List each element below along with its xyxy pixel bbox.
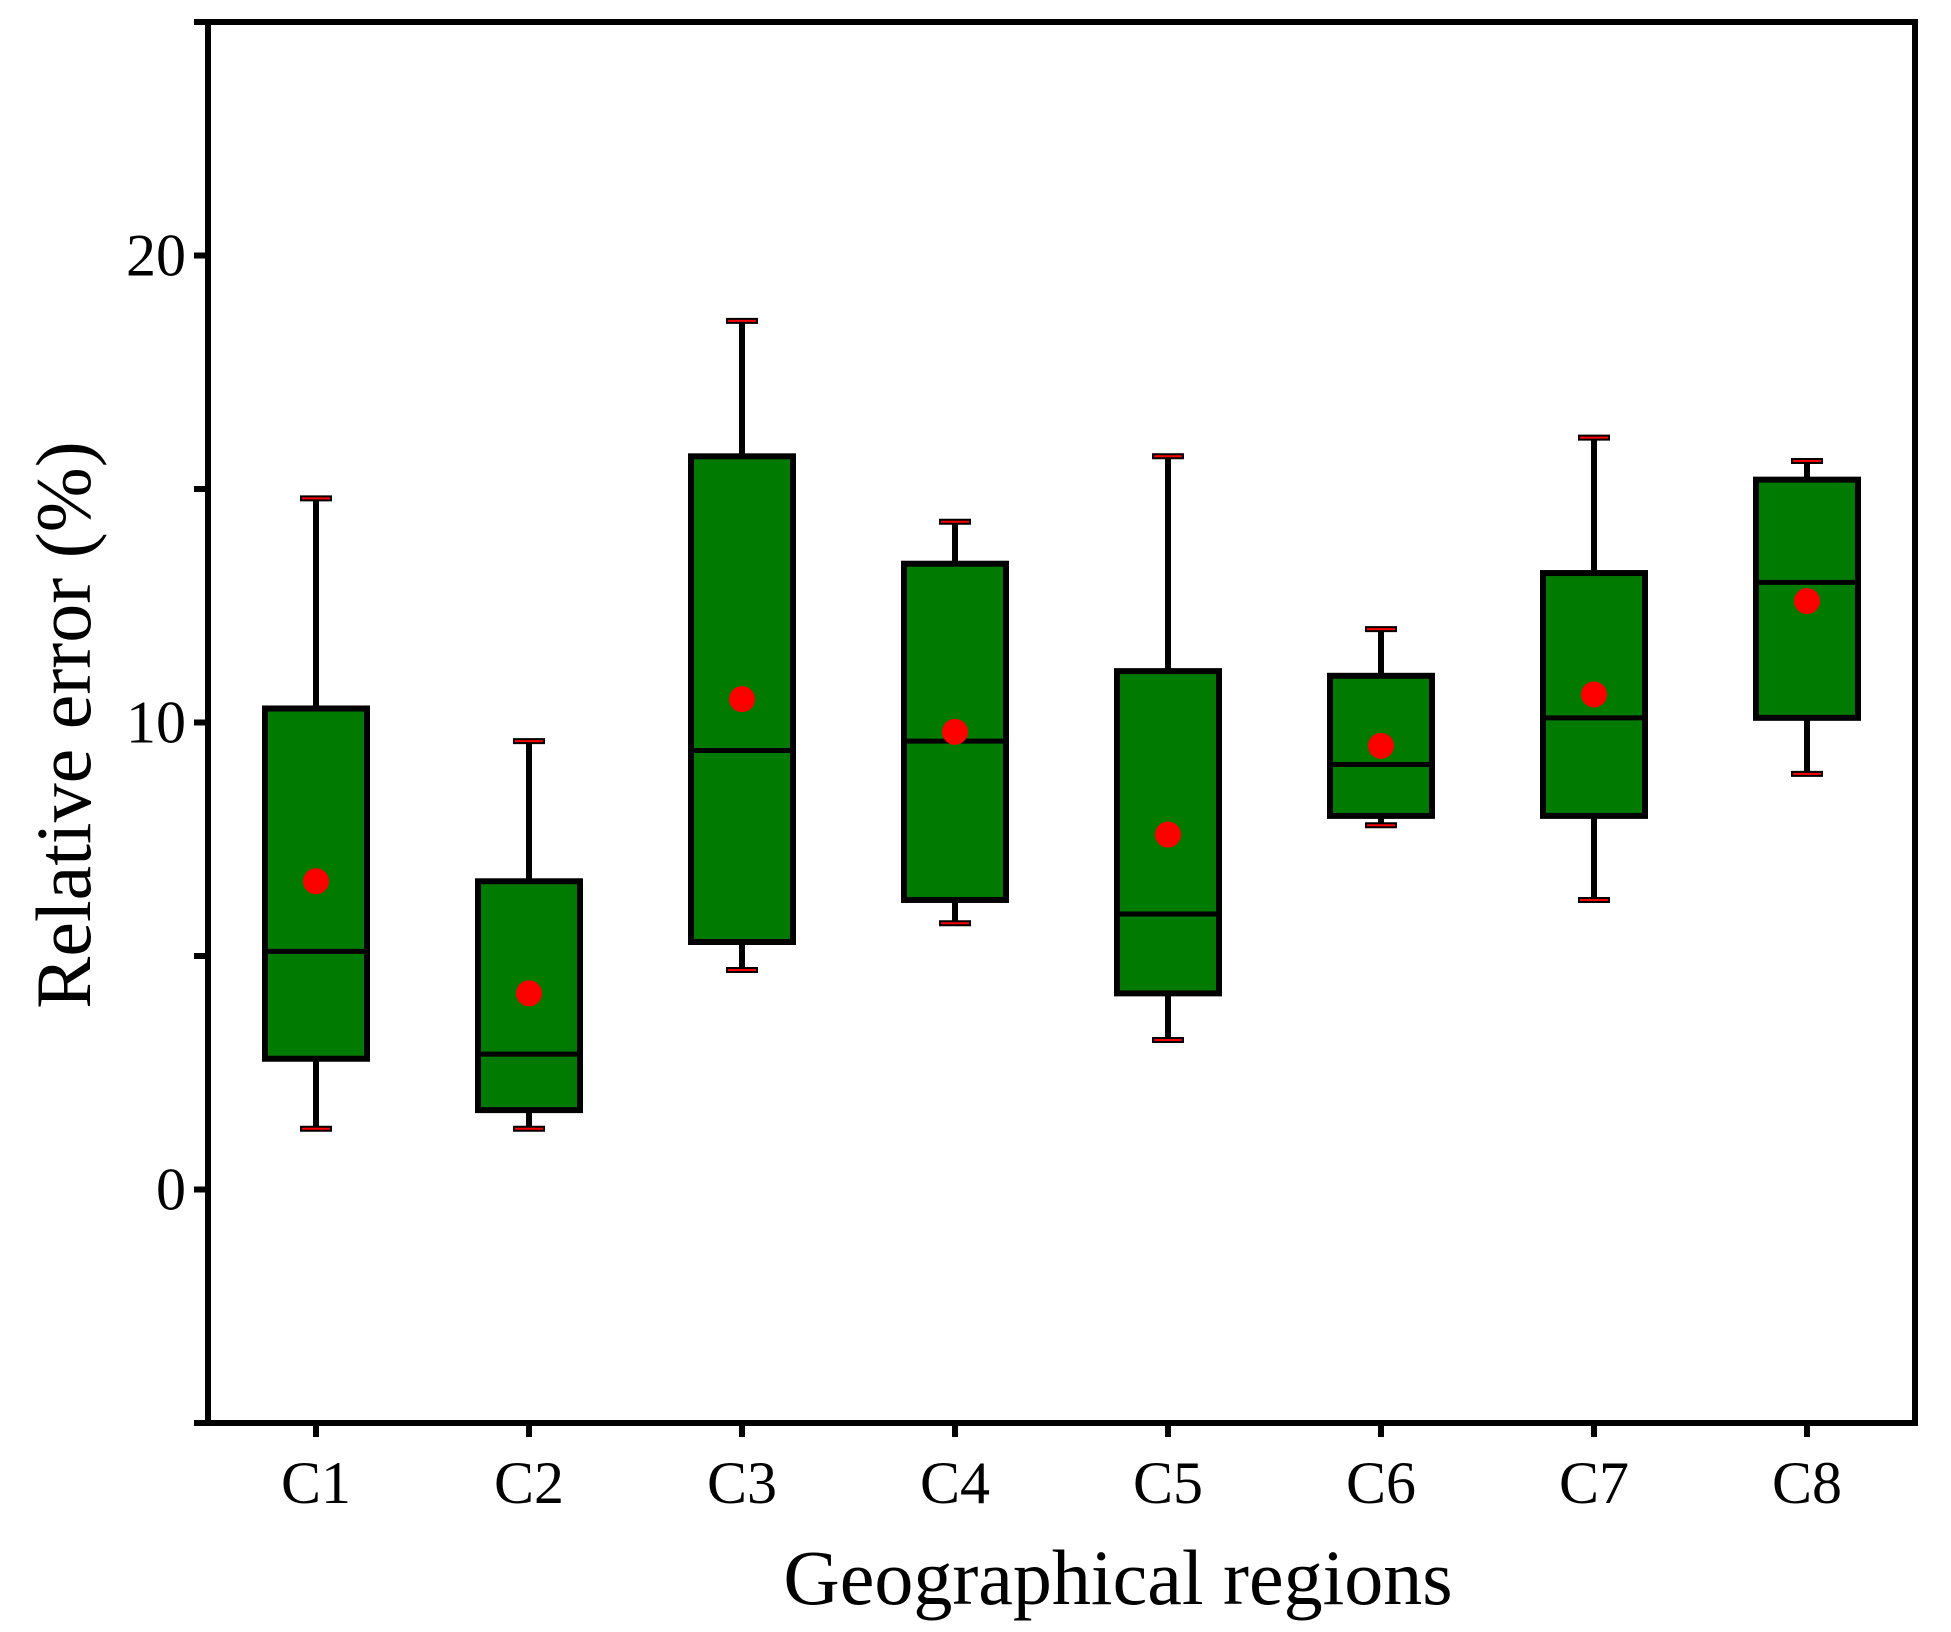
mean-marker — [1155, 821, 1181, 848]
x-tick-label: C8 — [1772, 1450, 1842, 1516]
x-tick-label: C2 — [494, 1450, 564, 1516]
x-tick-label: C1 — [281, 1450, 351, 1516]
x-tick-label: C5 — [1133, 1450, 1203, 1516]
mean-marker — [942, 718, 968, 745]
mean-marker — [1581, 681, 1607, 708]
plot-frame — [205, 19, 1918, 1426]
y-tick-label: 0 — [156, 1157, 186, 1223]
mean-marker — [729, 686, 755, 713]
mean-marker — [303, 868, 329, 895]
x-tick-label: C3 — [707, 1450, 777, 1516]
plot-area: 0 10 20 C1 C2 C3 C4 C5 C6 C7 C8 — [126, 19, 1918, 1516]
x-tick-label: C4 — [920, 1450, 990, 1516]
iqr-box — [1540, 570, 1648, 819]
x-tick-label: C7 — [1559, 1450, 1629, 1516]
y-tick-label: 20 — [126, 223, 186, 289]
x-tick-label: C6 — [1346, 1450, 1416, 1516]
mean-marker — [1794, 588, 1820, 615]
y-axis-title: Relative error (%) — [20, 441, 107, 1008]
x-axis-title: Geographical regions — [783, 1534, 1452, 1621]
iqr-box — [475, 878, 583, 1114]
y-tick-label: 10 — [126, 690, 186, 756]
mean-marker — [516, 980, 542, 1007]
mean-marker — [1368, 732, 1394, 759]
iqr-box — [1753, 476, 1861, 721]
